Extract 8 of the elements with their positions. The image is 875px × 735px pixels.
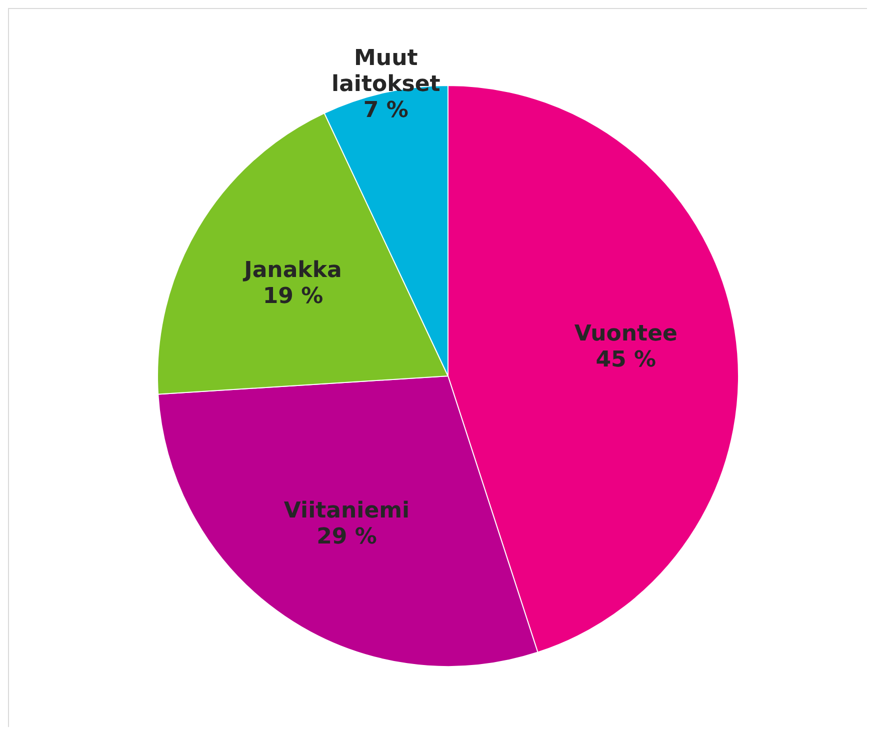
data-label: 19 % [262,284,324,310]
slice-label: Vuontee [574,322,678,347]
slice-label: Muut laitokset [332,46,441,97]
slice-label: Viitaniemi [284,498,410,524]
data-label: 7 % [363,98,408,123]
slice-label: Janakka [242,258,342,284]
data-label: 45 % [596,348,656,373]
data-label: 29 % [316,524,377,550]
